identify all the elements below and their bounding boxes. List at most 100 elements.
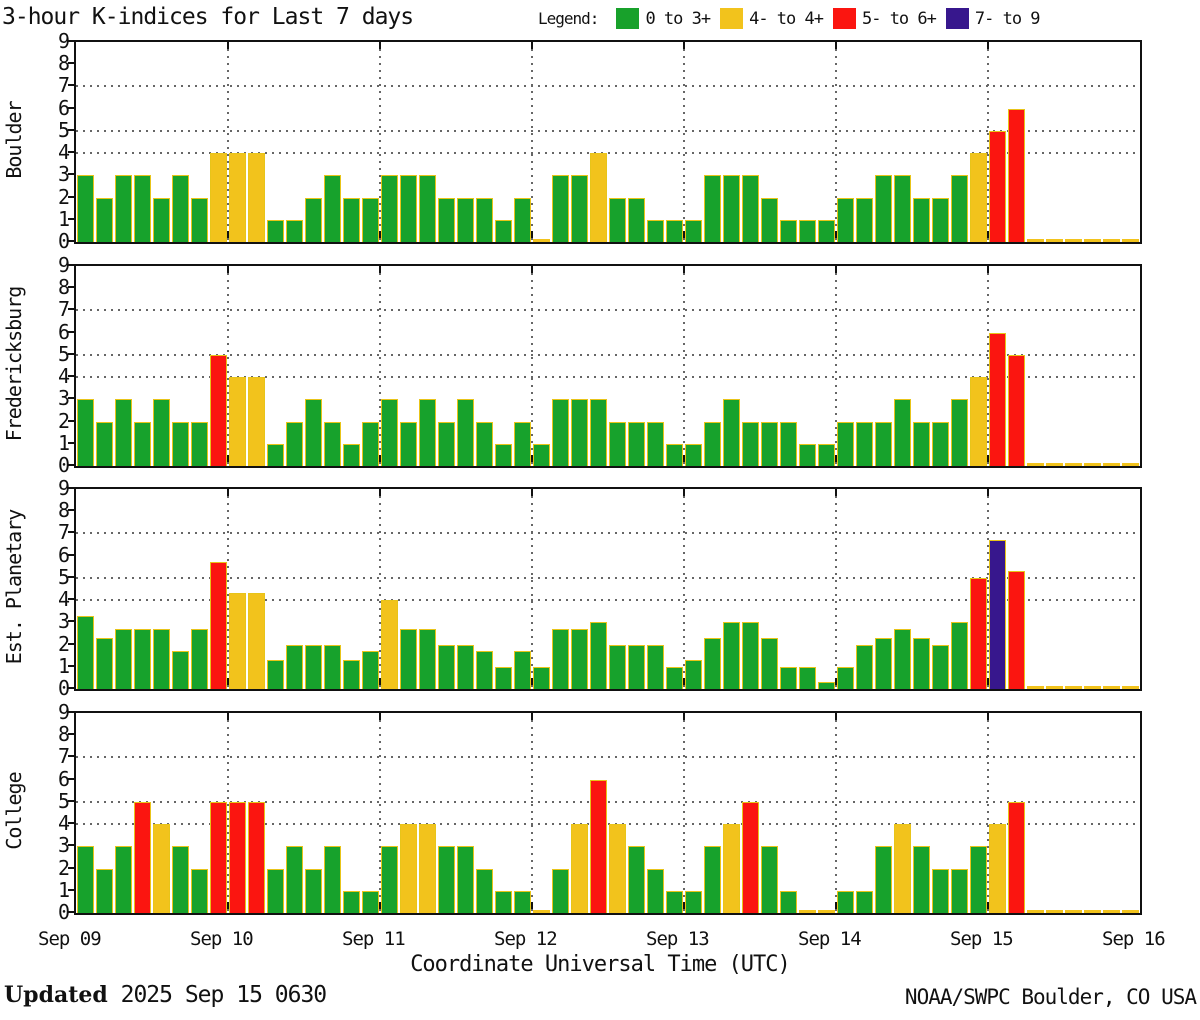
gridline-day-2 bbox=[379, 489, 381, 689]
k-bar bbox=[799, 219, 816, 242]
k-bar-zero bbox=[1027, 239, 1044, 242]
k-bar bbox=[267, 443, 284, 466]
k-bar bbox=[191, 197, 208, 242]
k-bar-zero bbox=[1103, 239, 1120, 242]
day-tick bbox=[835, 42, 837, 49]
y-tick-label: 4 bbox=[57, 364, 70, 389]
y-tick bbox=[68, 240, 74, 242]
k-bar bbox=[419, 175, 436, 242]
day-tick bbox=[987, 678, 989, 685]
k-bar-zero bbox=[1046, 239, 1063, 242]
gridline-day-4 bbox=[683, 713, 685, 913]
day-tick bbox=[835, 455, 837, 462]
k-bar bbox=[628, 846, 645, 913]
gridline-day-2 bbox=[379, 266, 381, 466]
k-bar bbox=[457, 846, 474, 913]
y-tick-label: 8 bbox=[57, 51, 70, 76]
y-tick-label: 6 bbox=[57, 95, 70, 120]
k-bar bbox=[381, 399, 398, 466]
y-tick-label: 8 bbox=[57, 722, 70, 747]
y-tick-label: 8 bbox=[57, 275, 70, 300]
k-bar bbox=[932, 868, 949, 913]
y-tick-label: 4 bbox=[57, 587, 70, 612]
day-tick bbox=[227, 455, 229, 462]
panel-boulder bbox=[74, 40, 1142, 244]
k-bar bbox=[229, 153, 246, 242]
day-tick bbox=[531, 455, 533, 462]
k-bar bbox=[172, 846, 189, 913]
panel-fredericksburg bbox=[74, 264, 1142, 468]
k-bar bbox=[476, 651, 493, 689]
x-tick-label: Sep 16 bbox=[1102, 928, 1166, 950]
k-bar bbox=[742, 622, 759, 689]
y-tick bbox=[68, 464, 74, 466]
k-bar-zero bbox=[1046, 910, 1063, 913]
y-tick-label: 5 bbox=[57, 564, 70, 589]
gridline-y7 bbox=[76, 85, 1140, 88]
day-tick bbox=[683, 266, 685, 273]
y-tick bbox=[68, 509, 74, 512]
credit-text: NOAA/SWPC Boulder, CO USA bbox=[904, 985, 1197, 1009]
y-tick-label: 4 bbox=[57, 811, 70, 836]
day-tick bbox=[835, 678, 837, 685]
y-tick bbox=[68, 575, 74, 578]
y-tick bbox=[68, 487, 74, 489]
y-tick bbox=[68, 286, 74, 289]
k-bar bbox=[951, 399, 968, 466]
x-tick-label: Sep 14 bbox=[798, 928, 862, 950]
y-tick-label: 7 bbox=[57, 744, 70, 769]
k-bar bbox=[761, 197, 778, 242]
station-label-boulder: Boulder bbox=[2, 101, 26, 179]
panel-college bbox=[74, 711, 1142, 915]
day-tick bbox=[531, 231, 533, 238]
gridline-day-3 bbox=[531, 266, 533, 466]
k-bar-zero bbox=[1122, 463, 1139, 466]
y-tick bbox=[68, 264, 74, 266]
k-bar bbox=[799, 443, 816, 466]
k-bar bbox=[628, 197, 645, 242]
y-tick bbox=[68, 62, 74, 65]
day-tick bbox=[531, 678, 533, 685]
k-bar bbox=[324, 846, 341, 913]
day-tick bbox=[987, 42, 989, 49]
day-tick bbox=[987, 489, 989, 496]
y-tick-label: 0 bbox=[57, 676, 70, 700]
y-tick-label: 0 bbox=[57, 900, 70, 924]
k-bar bbox=[286, 421, 303, 466]
k-bar bbox=[647, 421, 664, 466]
k-bar bbox=[362, 197, 379, 242]
k-bar bbox=[400, 824, 417, 913]
updated-label: Updated bbox=[4, 982, 108, 1008]
k-bar-zero bbox=[1122, 239, 1139, 242]
k-bar bbox=[381, 175, 398, 242]
k-bar bbox=[761, 846, 778, 913]
y-tick bbox=[68, 866, 74, 869]
k-bar bbox=[438, 197, 455, 242]
k-bar bbox=[229, 801, 246, 913]
k-bar bbox=[267, 868, 284, 913]
k-bar bbox=[400, 175, 417, 242]
legend-swatch-green-icon bbox=[616, 8, 640, 29]
k-bar bbox=[115, 846, 132, 913]
y-tick bbox=[68, 84, 74, 87]
k-bar-zero bbox=[1084, 686, 1101, 689]
day-tick bbox=[835, 231, 837, 238]
legend-item-purple: 7- to 9 bbox=[974, 8, 1041, 29]
k-bar bbox=[970, 153, 987, 242]
k-bar bbox=[267, 660, 284, 689]
k-bar bbox=[875, 421, 892, 466]
k-bar bbox=[153, 629, 170, 689]
y-tick-label: 2 bbox=[57, 184, 70, 209]
k-bar bbox=[77, 175, 94, 242]
k-bar bbox=[742, 175, 759, 242]
day-tick bbox=[835, 713, 837, 720]
k-bar bbox=[989, 332, 1006, 466]
y-tick-label: 7 bbox=[57, 73, 70, 98]
x-tick-label: Sep 15 bbox=[950, 928, 1014, 950]
k-bar bbox=[647, 644, 664, 689]
updated-timestamp: Updated 2025 Sep 15 0630 bbox=[4, 982, 327, 1008]
k-bar bbox=[286, 644, 303, 689]
k-bar bbox=[875, 846, 892, 913]
y-tick bbox=[68, 888, 74, 891]
k-bar bbox=[894, 399, 911, 466]
